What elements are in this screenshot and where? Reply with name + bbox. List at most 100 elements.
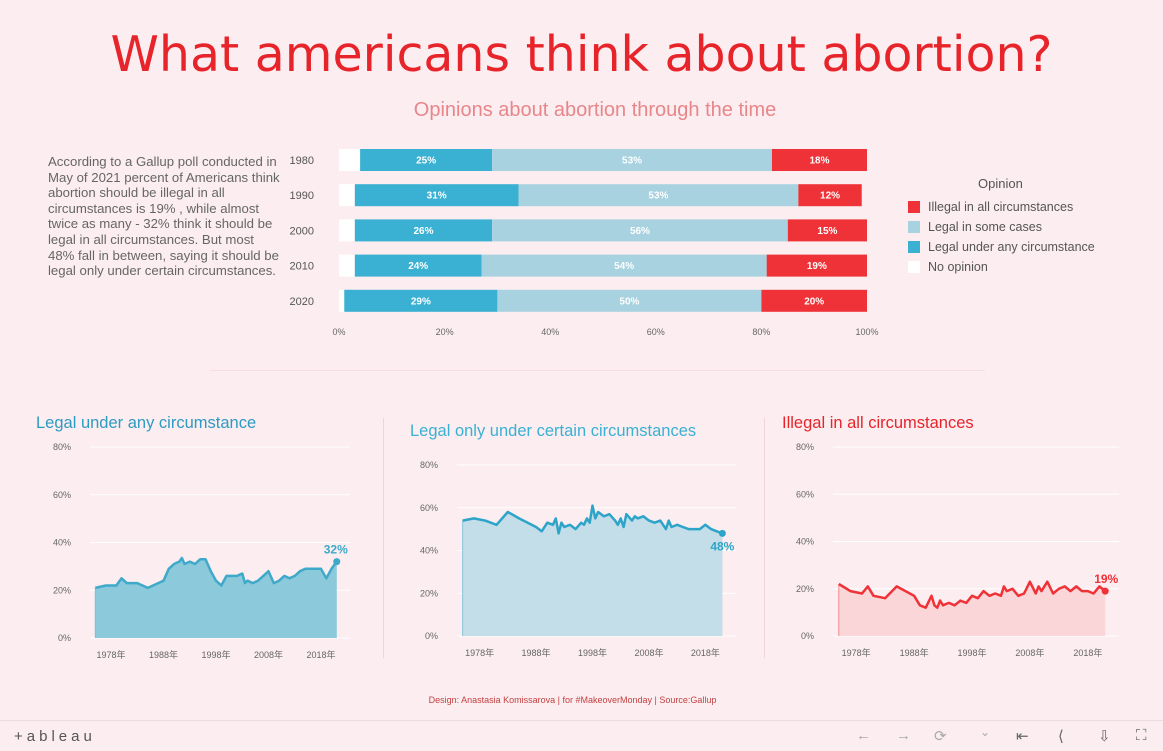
legend-item-no-opinion[interactable]: No opinion (908, 257, 1118, 277)
bar-data-label: 54% (614, 261, 634, 272)
x-tick-label: 1978年 (96, 649, 125, 660)
bar-data-label: 12% (820, 191, 840, 202)
credit-line: Design: Anastasia Komissarova | for #Mak… (428, 695, 717, 705)
legend-label: No opinion (928, 260, 988, 274)
bar-segment[interactable] (492, 149, 772, 171)
end-point (718, 529, 726, 537)
x-tick-label: 1988年 (900, 647, 929, 658)
panel-title-illegal: Illegal in all circumstances (782, 414, 974, 432)
legend-swatch-legal-some (908, 221, 920, 233)
bar-segment[interactable] (339, 184, 355, 207)
share-icon[interactable]: ⟨ (1058, 728, 1064, 745)
undo-button[interactable]: ← (856, 727, 871, 744)
bar-segment[interactable] (492, 219, 788, 242)
bar-segment[interactable] (497, 289, 762, 312)
bar-segment[interactable] (798, 184, 862, 207)
bar-data-label: 25% (416, 156, 436, 167)
legend-item-legal-some[interactable]: Legal in some cases (908, 217, 1118, 237)
tableau-toolbar: +ableau ← → ⟳ ⌄ ⇤ ⟨ ⇩ ⛶ (0, 720, 1163, 751)
x-tick-label: 20% (436, 327, 454, 337)
bar-segment[interactable] (354, 219, 493, 242)
bar-data-label: 53% (622, 156, 642, 167)
bar-segment[interactable] (518, 184, 799, 207)
panel-divider (764, 418, 765, 658)
y-tick-label: 0% (801, 631, 814, 641)
x-tick-label: 0% (332, 327, 345, 337)
redo-button[interactable]: → (896, 727, 911, 744)
end-value-label: 48% (710, 539, 734, 553)
x-tick-label: 60% (647, 327, 665, 337)
bar-segment[interactable] (344, 289, 498, 312)
y-tick-label: 80% (53, 442, 71, 452)
area-fill (838, 581, 1106, 636)
tableau-logo[interactable]: +ableau (14, 728, 96, 745)
x-tick-label: 2018年 (691, 647, 720, 658)
y-tick-label: 20% (53, 585, 71, 595)
bar-segment[interactable] (787, 219, 867, 242)
end-point (1101, 587, 1109, 595)
area-fill (462, 505, 723, 636)
x-tick-label: 1978年 (842, 647, 871, 658)
legal-some-area-chart[interactable]: 0% 20% 40% 60% 80% 1978年 1988年 1998年 2008年 2018年 4… (405, 455, 750, 668)
legend-title: Opinion (978, 176, 1023, 191)
bar-data-label: 18% (809, 156, 829, 167)
reset-button[interactable]: ⇤ (1016, 728, 1029, 745)
fullscreen-icon[interactable]: ⛶ (1136, 727, 1147, 744)
y-tick-label: 20% (796, 584, 814, 594)
x-tick-label: 40% (541, 327, 559, 337)
revert-button[interactable]: ⟳ (934, 728, 947, 745)
x-tick-label: 1988年 (149, 649, 178, 660)
bar-category-label: 2000 (290, 225, 314, 237)
y-tick-label: 40% (796, 537, 814, 547)
bar-segment[interactable] (339, 149, 361, 171)
legend-label: Legal in some cases (928, 220, 1042, 234)
legend: Opinion Illegal in all circumstances Leg… (908, 176, 1118, 277)
series-line (838, 580, 1106, 609)
x-tick-label: 1978年 (465, 647, 494, 658)
bar-segment[interactable] (339, 219, 355, 242)
bar-data-label: 56% (630, 226, 650, 237)
x-tick-label: 2008年 (254, 649, 283, 660)
bar-segment[interactable] (354, 254, 482, 277)
x-tick-label: 80% (752, 327, 770, 337)
illegal-line-chart[interactable]: 0% 20% 40% 60% 80% 1978年 1988年 1998年 2008年 2018年 1… (776, 438, 1136, 668)
area-fill (95, 558, 337, 638)
x-tick-label: 2008年 (1015, 647, 1044, 658)
bar-data-label: 53% (648, 191, 668, 202)
x-tick-label: 2018年 (1073, 647, 1102, 658)
bar-data-label: 15% (817, 226, 837, 237)
end-value-label: 19% (1094, 572, 1118, 586)
legend-item-legal-any[interactable]: Legal under any circumstance (908, 237, 1118, 257)
bar-segment[interactable] (360, 149, 493, 171)
panel-title-legal-some: Legal only under certain circumstances (410, 422, 697, 440)
bar-chart-title: Opinions about abortion through the time (413, 99, 777, 121)
end-value-label: 32% (324, 543, 348, 557)
y-tick-label: 40% (420, 546, 438, 556)
chevron-down-icon[interactable]: ⌄ (980, 725, 991, 739)
x-tick-label: 2018年 (306, 649, 335, 660)
bar-segment[interactable] (766, 254, 867, 277)
bar-data-label: 31% (427, 191, 447, 202)
legend-swatch-illegal (908, 201, 920, 213)
end-point (333, 558, 341, 566)
bar-segment[interactable] (339, 254, 355, 277)
download-icon[interactable]: ⇩ (1098, 728, 1111, 745)
legend-item-illegal[interactable]: Illegal in all circumstances (908, 197, 1118, 217)
bar-segment[interactable] (771, 149, 867, 171)
bar-category-label: 2020 (290, 296, 314, 308)
legal-any-area-chart[interactable]: 0% 20% 40% 60% 80% 1978年 1988年 1998年 2008年 2018年 3… (30, 438, 375, 668)
y-tick-label: 0% (425, 631, 438, 641)
series-line (95, 556, 338, 590)
intro-paragraph: According to a Gallup poll conducted in … (48, 154, 280, 279)
y-tick-label: 80% (420, 460, 438, 470)
x-tick-label: 1998年 (957, 647, 986, 658)
bar-segment[interactable] (354, 184, 519, 207)
bar-segment[interactable] (761, 289, 867, 312)
panel-title-legal-any: Legal under any circumstance (36, 414, 257, 432)
bar-segment[interactable] (481, 254, 767, 277)
bar-segment[interactable] (339, 289, 345, 312)
stacked-bar-chart[interactable]: 1980 25% 53% 18% 1990 31% 53% 12% 2000 26% 56% 15% 2… (280, 140, 890, 345)
x-tick-label: 2008年 (634, 647, 663, 658)
x-tick-label: 1988年 (522, 647, 551, 658)
legend-label: Legal under any circumstance (928, 240, 1095, 254)
